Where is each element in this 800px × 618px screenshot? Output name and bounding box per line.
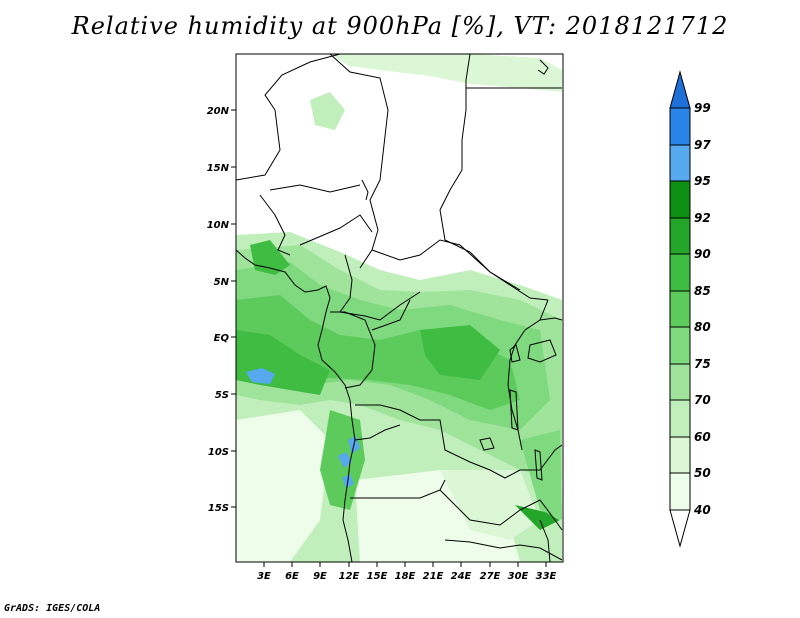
- border-algeria-mali: [236, 54, 341, 181]
- humidity-area-south-mid: [440, 470, 540, 540]
- lon-tick-label: 3E: [257, 571, 271, 582]
- lat-tick-label: 5N: [214, 277, 230, 288]
- lon-tick-label: 12E: [339, 571, 360, 582]
- border-chad-sudan: [439, 54, 521, 291]
- latitude-axis: 20N 15N 10N 5N EQ 5S 10S 15S: [207, 106, 236, 514]
- humidity-area-90-mozambique: [515, 505, 560, 530]
- lat-tick-label: 5S: [215, 390, 229, 401]
- humidity-field: [236, 54, 562, 562]
- border-angola-namibia: [350, 479, 446, 499]
- border-nile-delta: [537, 59, 549, 75]
- lon-tick-label: 21E: [423, 571, 444, 582]
- lat-tick-label: 15N: [207, 163, 230, 174]
- colorbar-bottom-arrow: [669, 509, 691, 548]
- lon-tick-label: 18E: [395, 571, 416, 582]
- colorbar-label: 40: [693, 503, 711, 517]
- lon-tick-label: 27E: [480, 571, 501, 582]
- humidity-area-southwest-light: [236, 410, 330, 562]
- humidity-area-95-angola-2: [338, 452, 352, 468]
- colorbar-label: 97: [694, 138, 711, 152]
- border-malawi: [520, 444, 563, 471]
- colorbar-label: 60: [694, 430, 711, 444]
- colorbar-label: 85: [694, 284, 711, 298]
- border-niger-chad: [329, 54, 389, 269]
- border-congo-drc: [371, 299, 411, 331]
- colorbar-label: 95: [694, 174, 711, 188]
- lat-tick-label: EQ: [214, 333, 230, 344]
- lat-tick-label: 10S: [208, 447, 229, 458]
- humidity-area-sahara-patch: [310, 92, 345, 130]
- colorbar-segment-75: [669, 326, 691, 365]
- border-niger-south: [269, 184, 361, 193]
- lon-tick-label: 30E: [508, 571, 529, 582]
- colorbar-segment-90: [669, 217, 691, 255]
- colorbar-segment-40: [669, 472, 691, 511]
- border-lake-chad: [361, 179, 369, 201]
- border-drc-angola-zambia: [355, 404, 521, 479]
- lat-tick-label: 10N: [207, 220, 230, 231]
- lake-tanganyika: [509, 389, 519, 431]
- lat-tick-label: 20N: [207, 106, 230, 117]
- humidity-area-95-atlantic: [246, 368, 275, 384]
- lon-tick-label: 6E: [285, 571, 299, 582]
- colorbar-label: 92: [694, 211, 711, 225]
- humidity-area-north: [330, 54, 562, 92]
- colorbar-segment-85: [669, 253, 691, 292]
- lake-malawi: [534, 449, 543, 481]
- map-frame: [235, 53, 564, 563]
- colorbar-segment-80: [669, 290, 691, 328]
- humidity-area-85-central: [420, 325, 500, 380]
- colorbar-segment-50: [669, 436, 691, 474]
- border-car: [371, 239, 549, 301]
- lake-mweru: [479, 437, 495, 451]
- border-botswana: [444, 539, 563, 561]
- humidity-area-75-east: [520, 430, 562, 520]
- colorbar-label: 50: [694, 466, 711, 480]
- border-cameroon-congo: [339, 254, 421, 321]
- lon-tick-label: 33E: [536, 571, 557, 582]
- colorbar-segment-95: [669, 144, 691, 182]
- border-drc-east: [507, 299, 549, 451]
- colorbar-label: 99: [694, 101, 711, 115]
- chart-title: Relative humidity at 900hPa [%], VT: 201…: [71, 12, 729, 40]
- border-gabon-congo: [330, 311, 376, 389]
- atlantic-coastline: [236, 249, 356, 562]
- colorbar: 99 97 95 92 90 85 80 75 70 60 50 40: [669, 70, 711, 548]
- border-south-sudan-kenya: [539, 317, 563, 321]
- lon-tick-label: 15E: [367, 571, 388, 582]
- colorbar-top-arrow: [669, 70, 691, 109]
- border-nigeria-benin: [259, 194, 291, 256]
- longitude-axis: 3E 6E 9E 12E 15E 18E 21E 24E 27E 30E 33E: [257, 562, 557, 582]
- colorbar-segment-97: [669, 107, 691, 146]
- lake-victoria: [527, 339, 557, 363]
- lon-tick-label: 9E: [313, 571, 327, 582]
- lake-albert: [509, 344, 521, 363]
- country-borders: [236, 54, 563, 562]
- footer-credit: GrADS: IGES/COLA: [4, 603, 101, 614]
- colorbar-label: 80: [694, 320, 711, 334]
- colorbar-segment-60: [669, 399, 691, 438]
- border-mozambique: [539, 519, 551, 562]
- colorbar-label: 70: [694, 393, 711, 407]
- border-zambia-zimbabwe: [439, 489, 563, 531]
- humidity-area-80: [236, 295, 520, 410]
- lat-tick-label: 15S: [208, 503, 229, 514]
- lon-tick-label: 24E: [451, 571, 472, 582]
- colorbar-segment-92: [669, 180, 691, 219]
- colorbar-label: 75: [694, 357, 711, 371]
- colorbar-label: 90: [694, 247, 711, 261]
- border-angola-north: [354, 424, 401, 441]
- border-nigeria-cameroon: [299, 214, 373, 246]
- colorbar-segment-70: [669, 363, 691, 401]
